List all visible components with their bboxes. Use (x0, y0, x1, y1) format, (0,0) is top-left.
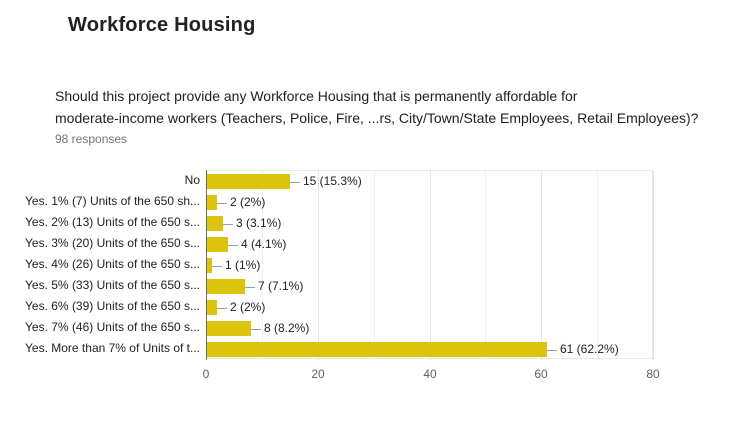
value-label: 2 (2%) (230, 195, 266, 209)
category-label: Yes. 3% (20) Units of the 650 s... (25, 236, 200, 250)
value-callout-line (290, 181, 300, 183)
value-label: 1 (1%) (225, 258, 261, 272)
bar (206, 195, 217, 210)
value-callout-line (547, 349, 557, 351)
bar (206, 279, 245, 294)
category-label: Yes. 1% (7) Units of the 650 sh... (25, 194, 200, 208)
page-title: Workforce Housing (68, 14, 256, 36)
x-tick-label: 80 (646, 367, 660, 381)
x-tick-label: 20 (311, 367, 325, 381)
bar (206, 321, 251, 336)
value-label: 7 (7.1%) (258, 279, 304, 293)
minor-gridline (597, 171, 598, 360)
x-tick-label: 40 (423, 367, 437, 381)
category-label: No (184, 173, 200, 187)
value-callout-line (228, 244, 238, 246)
value-label: 4 (4.1%) (241, 237, 287, 251)
response-count: 98 responses (55, 132, 128, 146)
major-gridline (318, 171, 319, 360)
major-gridline (653, 171, 654, 360)
question-line: moderate-income workers (Teachers, Polic… (55, 110, 699, 126)
value-callout-line (212, 265, 222, 267)
minor-gridline (374, 171, 375, 360)
question-text: Should this project provide any Workforc… (55, 85, 698, 129)
value-label: 3 (3.1%) (236, 216, 282, 230)
x-tick-label: 60 (534, 367, 548, 381)
x-tick-label: 0 (202, 367, 210, 381)
category-label: Yes. 6% (39) Units of the 650 s... (25, 299, 200, 313)
value-label: 15 (15.3%) (303, 174, 362, 188)
value-label: 61 (62.2%) (560, 342, 619, 356)
value-label: 8 (8.2%) (264, 321, 310, 335)
bar (206, 216, 223, 231)
value-callout-line (217, 202, 227, 204)
major-gridline (430, 171, 431, 360)
bar (206, 174, 290, 189)
value-label: 2 (2%) (230, 300, 266, 314)
y-axis-line (206, 170, 207, 360)
minor-gridline (485, 171, 486, 360)
bar (206, 258, 212, 273)
bar (206, 300, 217, 315)
category-label: Yes. 2% (13) Units of the 650 s... (25, 215, 200, 229)
value-callout-line (223, 223, 233, 225)
category-label: Yes. 7% (46) Units of the 650 s... (25, 320, 200, 334)
question-line: Should this project provide any Workforc… (55, 88, 578, 104)
value-callout-line (217, 307, 227, 309)
value-callout-line (251, 328, 261, 330)
category-label: Yes. 4% (26) Units of the 650 s... (25, 257, 200, 271)
category-label: Yes. 5% (33) Units of the 650 s... (25, 278, 200, 292)
minor-gridline (262, 171, 263, 360)
bar (206, 237, 228, 252)
bar-chart: 15 (15.3%) 2 (2%) 3 (3.1%) 4 (4.1%) 1 (1%) 7 … (0, 170, 748, 400)
bar (206, 342, 547, 357)
value-callout-line (245, 286, 255, 288)
plot-area: 15 (15.3%) 2 (2%) 3 (3.1%) 4 (4.1%) 1 (1%) 7 … (206, 170, 654, 360)
category-label: Yes. More than 7% of Units of t... (25, 341, 200, 355)
major-gridline (541, 171, 542, 360)
